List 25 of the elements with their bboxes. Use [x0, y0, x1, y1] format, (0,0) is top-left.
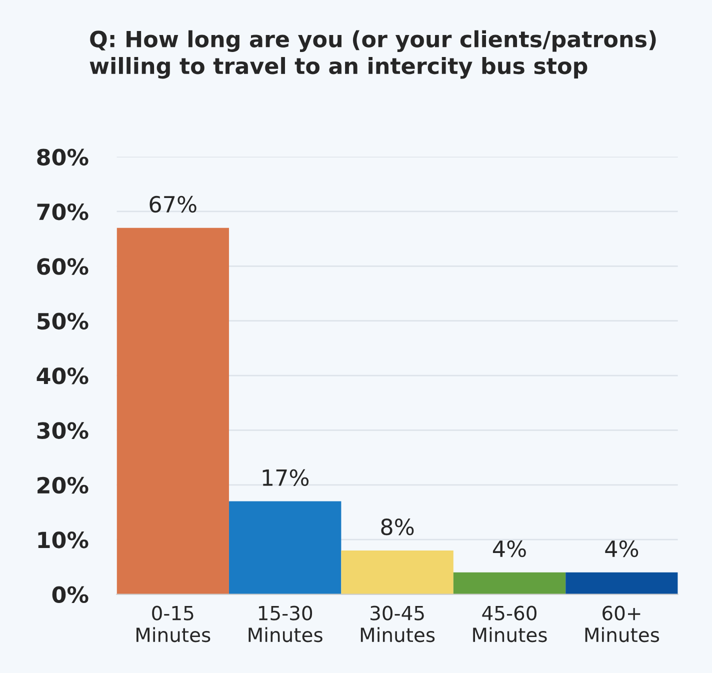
- bar: [566, 572, 678, 594]
- x-tick-label: 60+ Minutes: [585, 606, 660, 642]
- data-label: 67%: [150, 196, 196, 213]
- data-label: 8%: [381, 518, 414, 536]
- x-tick-label: 45-60 Minutes: [473, 606, 547, 642]
- y-tick-label: 10%: [38, 532, 88, 548]
- data-label: 4%: [605, 540, 638, 558]
- data-label: 4%: [492, 540, 526, 558]
- bar: [453, 572, 566, 594]
- y-tick-label: 40%: [36, 367, 88, 384]
- y-tick-label: 30%: [37, 422, 88, 439]
- y-tick-label: 50%: [38, 312, 88, 330]
- y-tick-label: 20%: [38, 476, 88, 494]
- y-tick-label: 60%: [37, 258, 88, 275]
- y-tick-label: 70%: [37, 203, 88, 220]
- y-tick-label: 0%: [52, 586, 88, 604]
- data-label: 17%: [262, 469, 309, 486]
- x-tick-label: 30-45 Minutes: [360, 606, 435, 642]
- bar: [341, 550, 454, 594]
- chart-title: Q: How long are you (or your clients/patrons) willing to travel to an intercity bus stop: [90, 30, 656, 79]
- x-tick-label: 15-30 Minutes: [248, 606, 322, 642]
- x-tick-label: 0-15 Minutes: [136, 606, 210, 642]
- y-tick-label: 80%: [37, 148, 88, 166]
- bar: [116, 228, 229, 594]
- bar: [228, 501, 342, 594]
